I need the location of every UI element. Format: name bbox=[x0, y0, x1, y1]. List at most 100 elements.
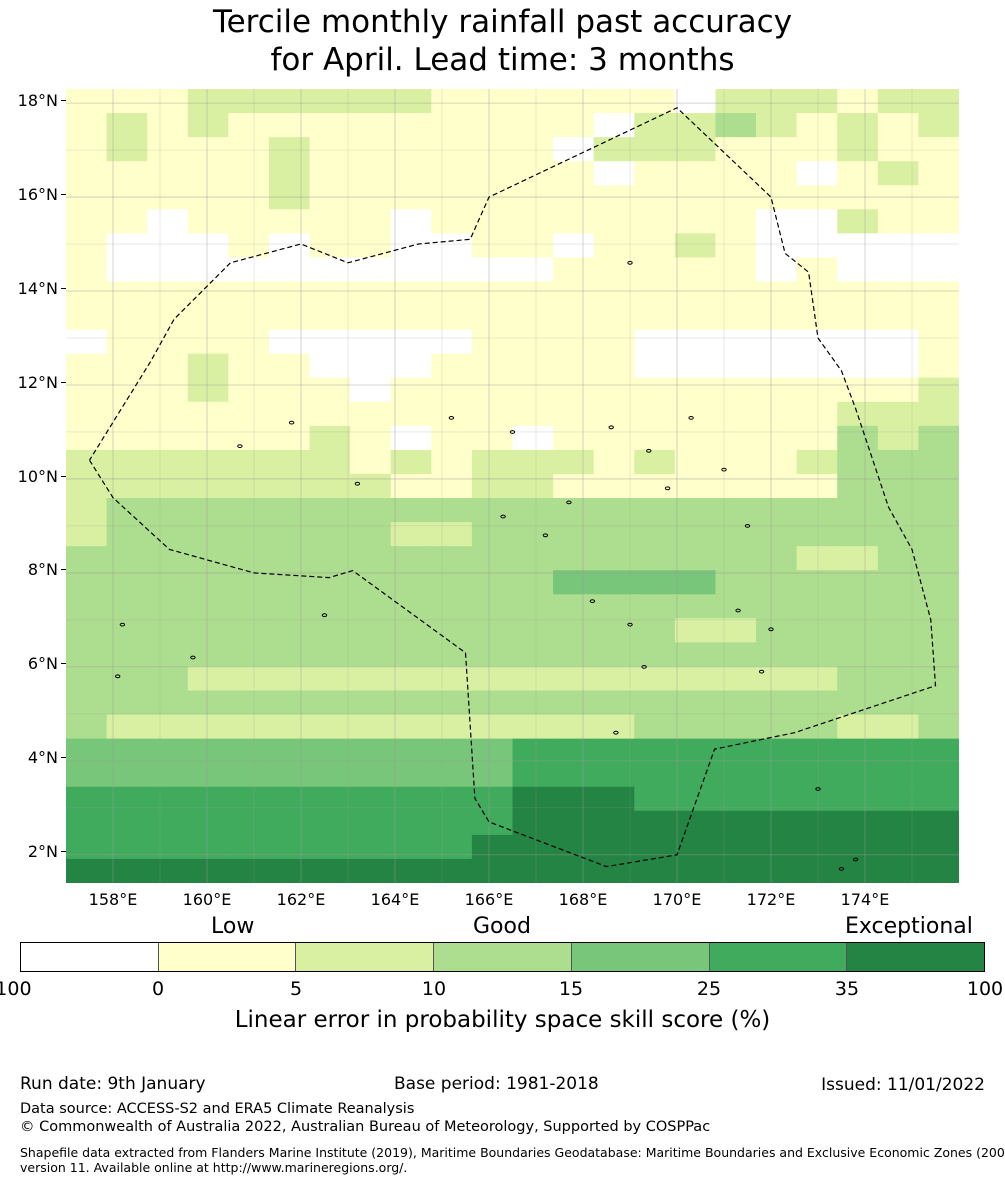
skill-cell bbox=[268, 257, 311, 283]
skill-cell bbox=[147, 257, 189, 283]
skill-cell bbox=[553, 449, 595, 475]
skill-cell bbox=[228, 209, 270, 234]
skill-cell bbox=[106, 305, 148, 331]
colorbar-segment bbox=[158, 943, 297, 971]
skill-cell bbox=[106, 642, 148, 668]
skill-cell bbox=[796, 233, 838, 259]
skill-cell bbox=[228, 305, 270, 331]
skill-cell bbox=[715, 498, 757, 523]
skill-cell bbox=[228, 570, 270, 595]
skill-cell bbox=[837, 305, 879, 331]
skill-cell bbox=[634, 834, 676, 860]
skill-cell bbox=[918, 690, 959, 716]
skill-cell bbox=[471, 666, 514, 692]
skill-cell bbox=[350, 690, 392, 716]
skill-cell bbox=[390, 329, 432, 355]
skill-cell bbox=[66, 570, 108, 595]
skill-cell bbox=[471, 449, 514, 475]
skill-cell bbox=[756, 353, 798, 379]
skill-cell bbox=[512, 185, 554, 210]
skill-cell bbox=[593, 546, 635, 571]
skill-cell bbox=[390, 714, 432, 740]
skill-cell bbox=[147, 666, 189, 692]
skill-cell bbox=[309, 786, 351, 812]
skill-cell bbox=[350, 257, 392, 283]
skill-cell bbox=[106, 738, 148, 764]
skill-cell bbox=[674, 642, 717, 668]
island-outline bbox=[768, 627, 774, 632]
island-outline bbox=[627, 260, 633, 265]
skill-cell bbox=[431, 546, 473, 571]
lat-label-14n: 14°N bbox=[17, 279, 58, 298]
skill-cell bbox=[309, 714, 351, 740]
skill-cell bbox=[187, 570, 229, 595]
skill-cell bbox=[66, 233, 108, 259]
skill-cell bbox=[593, 570, 635, 595]
skill-cell bbox=[431, 714, 473, 740]
skill-cell bbox=[309, 546, 351, 571]
skill-cell bbox=[268, 546, 311, 571]
lat-tick bbox=[61, 194, 66, 195]
skill-cell bbox=[390, 738, 432, 764]
skill-cell bbox=[309, 522, 351, 547]
skill-cell bbox=[634, 858, 676, 883]
legend-category-exceptional: Exceptional bbox=[845, 914, 973, 939]
skill-cell bbox=[187, 425, 229, 451]
skill-cell bbox=[268, 353, 311, 379]
skill-cell bbox=[390, 113, 432, 138]
skill-cell bbox=[634, 642, 676, 668]
skill-cell bbox=[553, 137, 595, 162]
skill-cell bbox=[228, 714, 270, 740]
skill-cell bbox=[634, 618, 676, 643]
skill-cell bbox=[715, 137, 757, 162]
skill-cell bbox=[106, 858, 148, 883]
skill-cell bbox=[756, 834, 798, 860]
skill-cell bbox=[553, 786, 595, 812]
base-period: Base period: 1981-2018 bbox=[394, 1074, 599, 1094]
skill-cell bbox=[106, 522, 148, 547]
skill-cell bbox=[674, 209, 717, 234]
skill-cell bbox=[674, 137, 717, 162]
skill-cell bbox=[147, 425, 189, 451]
skill-cell bbox=[66, 185, 108, 210]
skill-cell bbox=[106, 786, 148, 812]
skill-cell bbox=[471, 570, 514, 595]
skill-cell bbox=[390, 522, 432, 547]
skill-cell bbox=[593, 810, 635, 836]
skill-cell bbox=[837, 257, 879, 283]
skill-cell bbox=[796, 594, 838, 619]
skill-cell bbox=[268, 209, 311, 234]
skill-cell bbox=[877, 714, 920, 740]
skill-cell bbox=[918, 89, 959, 114]
island-outline bbox=[119, 622, 126, 627]
island-outline bbox=[354, 481, 361, 486]
skill-cell bbox=[350, 425, 392, 451]
skill-cell bbox=[147, 522, 189, 547]
skill-cell bbox=[431, 305, 473, 331]
skill-cell bbox=[309, 498, 351, 523]
skill-cell bbox=[228, 858, 270, 883]
skill-cell bbox=[66, 137, 108, 162]
colorbar-segment bbox=[434, 943, 572, 971]
skill-cell bbox=[674, 762, 717, 788]
skill-cell bbox=[147, 714, 189, 740]
skill-cell bbox=[350, 786, 392, 812]
skill-cell bbox=[106, 137, 148, 162]
lat-tick bbox=[61, 476, 66, 477]
lat-label-6n: 6°N bbox=[27, 654, 58, 673]
skill-cell bbox=[918, 618, 959, 643]
skill-cell bbox=[187, 401, 229, 427]
skill-cell bbox=[431, 738, 473, 764]
skill-cell bbox=[431, 281, 473, 307]
skill-cell bbox=[390, 666, 432, 692]
skill-cell bbox=[309, 329, 351, 355]
skill-cell bbox=[147, 546, 189, 571]
skill-cell bbox=[350, 137, 392, 162]
skill-cell bbox=[147, 762, 189, 788]
skill-cell bbox=[877, 498, 920, 523]
island-outline bbox=[500, 514, 506, 519]
skill-cell bbox=[918, 858, 959, 883]
skill-cell bbox=[593, 473, 635, 499]
skill-cell bbox=[553, 738, 595, 764]
skill-cell bbox=[228, 594, 270, 619]
